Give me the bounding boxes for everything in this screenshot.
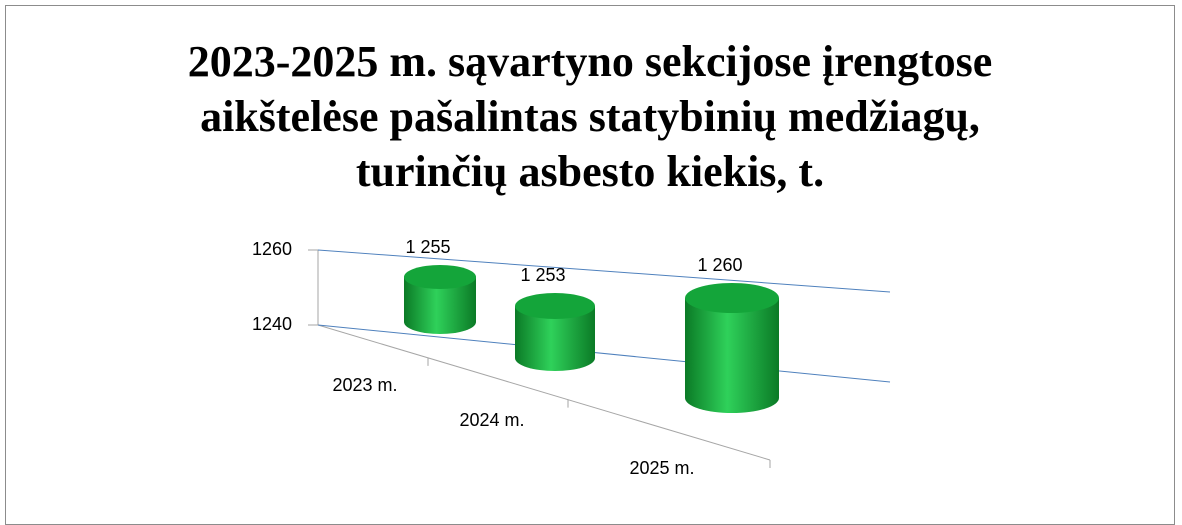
y-tick-label: 1260 xyxy=(252,239,292,259)
floor-edge xyxy=(317,324,771,461)
cylinder-top xyxy=(685,283,779,313)
value-label: 1 253 xyxy=(520,265,565,285)
value-label: 1 260 xyxy=(697,255,742,275)
cylinder-top xyxy=(404,265,476,289)
x-tick-label: 2023 m. xyxy=(332,375,397,395)
value-label: 1 255 xyxy=(405,237,450,257)
grid-line xyxy=(317,324,891,383)
y-tick-label: 1240 xyxy=(252,314,292,334)
grid-line xyxy=(317,249,891,293)
cylinder-body xyxy=(685,298,779,413)
cylinder-body xyxy=(404,277,476,334)
x-tick-label: 2024 m. xyxy=(459,410,524,430)
chart-title: 2023-2025 m. sąvartyno sekcijose įrengto… xyxy=(187,37,993,196)
x-tick-label: 2025 m. xyxy=(629,458,694,478)
cylinder-top xyxy=(515,293,595,319)
cylinder-body xyxy=(515,306,595,371)
